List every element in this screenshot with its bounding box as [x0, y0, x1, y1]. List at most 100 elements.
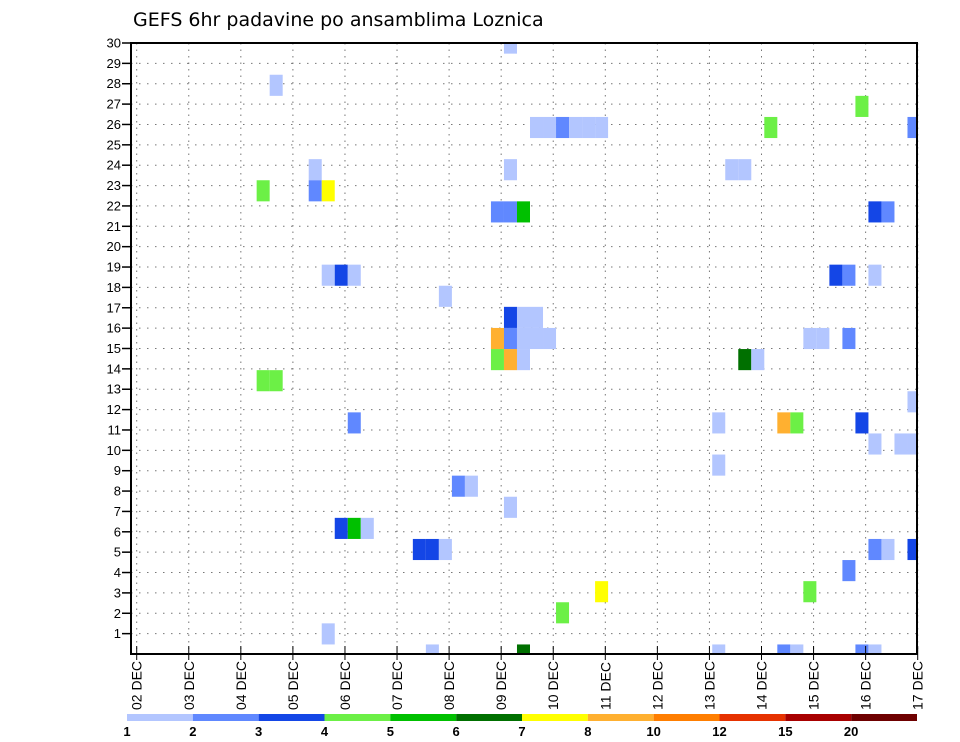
y-tick-label: 11: [108, 422, 122, 437]
heatmap-cell: [868, 433, 882, 455]
heatmap-cell: [595, 116, 609, 139]
y-tick-label: 8: [114, 484, 121, 499]
colorbar-swatch: [785, 714, 852, 721]
x-tick-label: 12 DEC: [649, 661, 665, 710]
x-tick-label: 09 DEC: [493, 661, 509, 710]
y-axis: 1234567891011121314151617181920212223242…: [107, 36, 131, 641]
y-tick-label: 13: [107, 382, 121, 397]
heatmap-cell: [712, 644, 726, 654]
heatmap-cell: [842, 560, 856, 582]
y-tick-label: 5: [114, 545, 121, 560]
heatmap-cell: [321, 180, 335, 202]
heatmap-cell: [347, 412, 361, 434]
colorbar-swatch: [456, 714, 522, 721]
heatmap-cell: [868, 644, 882, 654]
heatmap-cell: [438, 538, 452, 561]
heatmap-cell: [308, 159, 322, 181]
y-tick-label: 15: [107, 341, 121, 356]
x-tick-label: 07 DEC: [389, 661, 405, 710]
heatmap-cell: [503, 306, 517, 328]
heatmap-cell: [269, 74, 283, 96]
heatmap-cell: [816, 327, 830, 350]
y-tick-label: 25: [107, 137, 121, 152]
colorbar-swatch: [324, 714, 391, 721]
heatmap-cell: [907, 538, 917, 561]
colorbar-label: 6: [453, 724, 460, 739]
heatmap-cell: [516, 644, 530, 654]
heatmap-cell: [530, 116, 544, 139]
colorbar-swatch: [127, 714, 193, 721]
y-tick-label: 24: [107, 158, 121, 173]
x-tick-label: 10 DEC: [545, 661, 561, 710]
heatmap-cells: [256, 43, 917, 654]
heatmap-cell: [790, 412, 804, 434]
x-tick-label: 11 DEC: [597, 662, 613, 710]
x-tick-label: 04 DEC: [233, 661, 249, 710]
heatmap-cell: [907, 116, 917, 139]
x-tick-label: 06 DEC: [337, 661, 353, 710]
heatmap-cell: [451, 475, 465, 497]
heatmap-cell: [503, 349, 517, 371]
heatmap-cell: [842, 264, 856, 286]
colorbar-swatch: [258, 714, 325, 721]
y-tick-label: 27: [107, 97, 121, 112]
heatmap-cell: [334, 517, 348, 539]
x-tick-label: 02 DEC: [129, 661, 145, 710]
y-tick-label: 16: [107, 321, 121, 336]
colorbar-swatch: [653, 714, 720, 721]
heatmap-cell: [855, 644, 869, 654]
heatmap-cell: [582, 116, 596, 139]
y-tick-label: 22: [107, 198, 121, 213]
heatmap-cell: [516, 306, 530, 328]
heatmap-cell: [725, 159, 739, 181]
heatmap-cell: [738, 159, 752, 181]
heatmap-cell: [530, 327, 544, 350]
colorbar-swatch: [587, 714, 654, 721]
y-tick-label: 23: [107, 178, 121, 193]
x-tick-label: 03 DEC: [181, 661, 197, 710]
colorbar-label: 8: [584, 724, 591, 739]
x-tick-label: 05 DEC: [285, 661, 301, 710]
heatmap-cell: [321, 264, 335, 286]
colorbar-label: 1: [123, 724, 130, 739]
x-tick-label: 16 DEC: [858, 661, 874, 710]
y-tick-label: 1: [114, 626, 121, 641]
heatmap-cell: [868, 201, 882, 223]
colorbar-label: 5: [387, 724, 394, 739]
y-tick-label: 6: [114, 524, 121, 539]
y-tick-label: 18: [107, 280, 121, 295]
heatmap-cell: [516, 349, 530, 371]
x-tick-label: 17 DEC: [910, 661, 926, 710]
y-tick-label: 14: [107, 361, 121, 376]
heatmap-cell: [412, 538, 426, 561]
heatmap-cell: [712, 454, 726, 476]
colorbar-label: 12: [712, 724, 726, 739]
x-tick-label: 15 DEC: [806, 661, 822, 710]
x-tick-label: 08 DEC: [441, 661, 457, 710]
colorbar-label: 4: [321, 724, 329, 739]
heatmap-cell: [490, 349, 504, 371]
heatmap-cell: [803, 327, 817, 350]
heatmap-cell: [321, 623, 335, 645]
heatmap-cell: [842, 327, 856, 350]
y-tick-label: 7: [114, 504, 121, 519]
colorbar-swatch: [851, 714, 917, 721]
heatmap-cell: [881, 201, 895, 223]
heatmap-cell: [516, 327, 530, 350]
heatmap-cell: [516, 201, 530, 223]
heatmap-cell: [712, 412, 726, 434]
heatmap-cell: [503, 496, 517, 518]
heatmap-cell: [803, 581, 817, 603]
colorbar-swatch: [390, 714, 457, 721]
heatmap-cell: [777, 644, 791, 654]
heatmap-cell: [894, 433, 908, 455]
y-tick-label: 3: [114, 585, 121, 600]
heatmap-cell: [907, 391, 917, 413]
heatmap-cell: [829, 264, 843, 286]
colorbar-legend: 1 2 3 4 5 6 7 8 10 12 15 20: [123, 714, 917, 739]
y-tick-label: 17: [107, 300, 121, 315]
heatmap-cell: [543, 327, 557, 350]
heatmap-cell: [790, 644, 804, 654]
y-tick-label: 4: [114, 565, 121, 580]
heatmap-cell: [855, 95, 869, 117]
